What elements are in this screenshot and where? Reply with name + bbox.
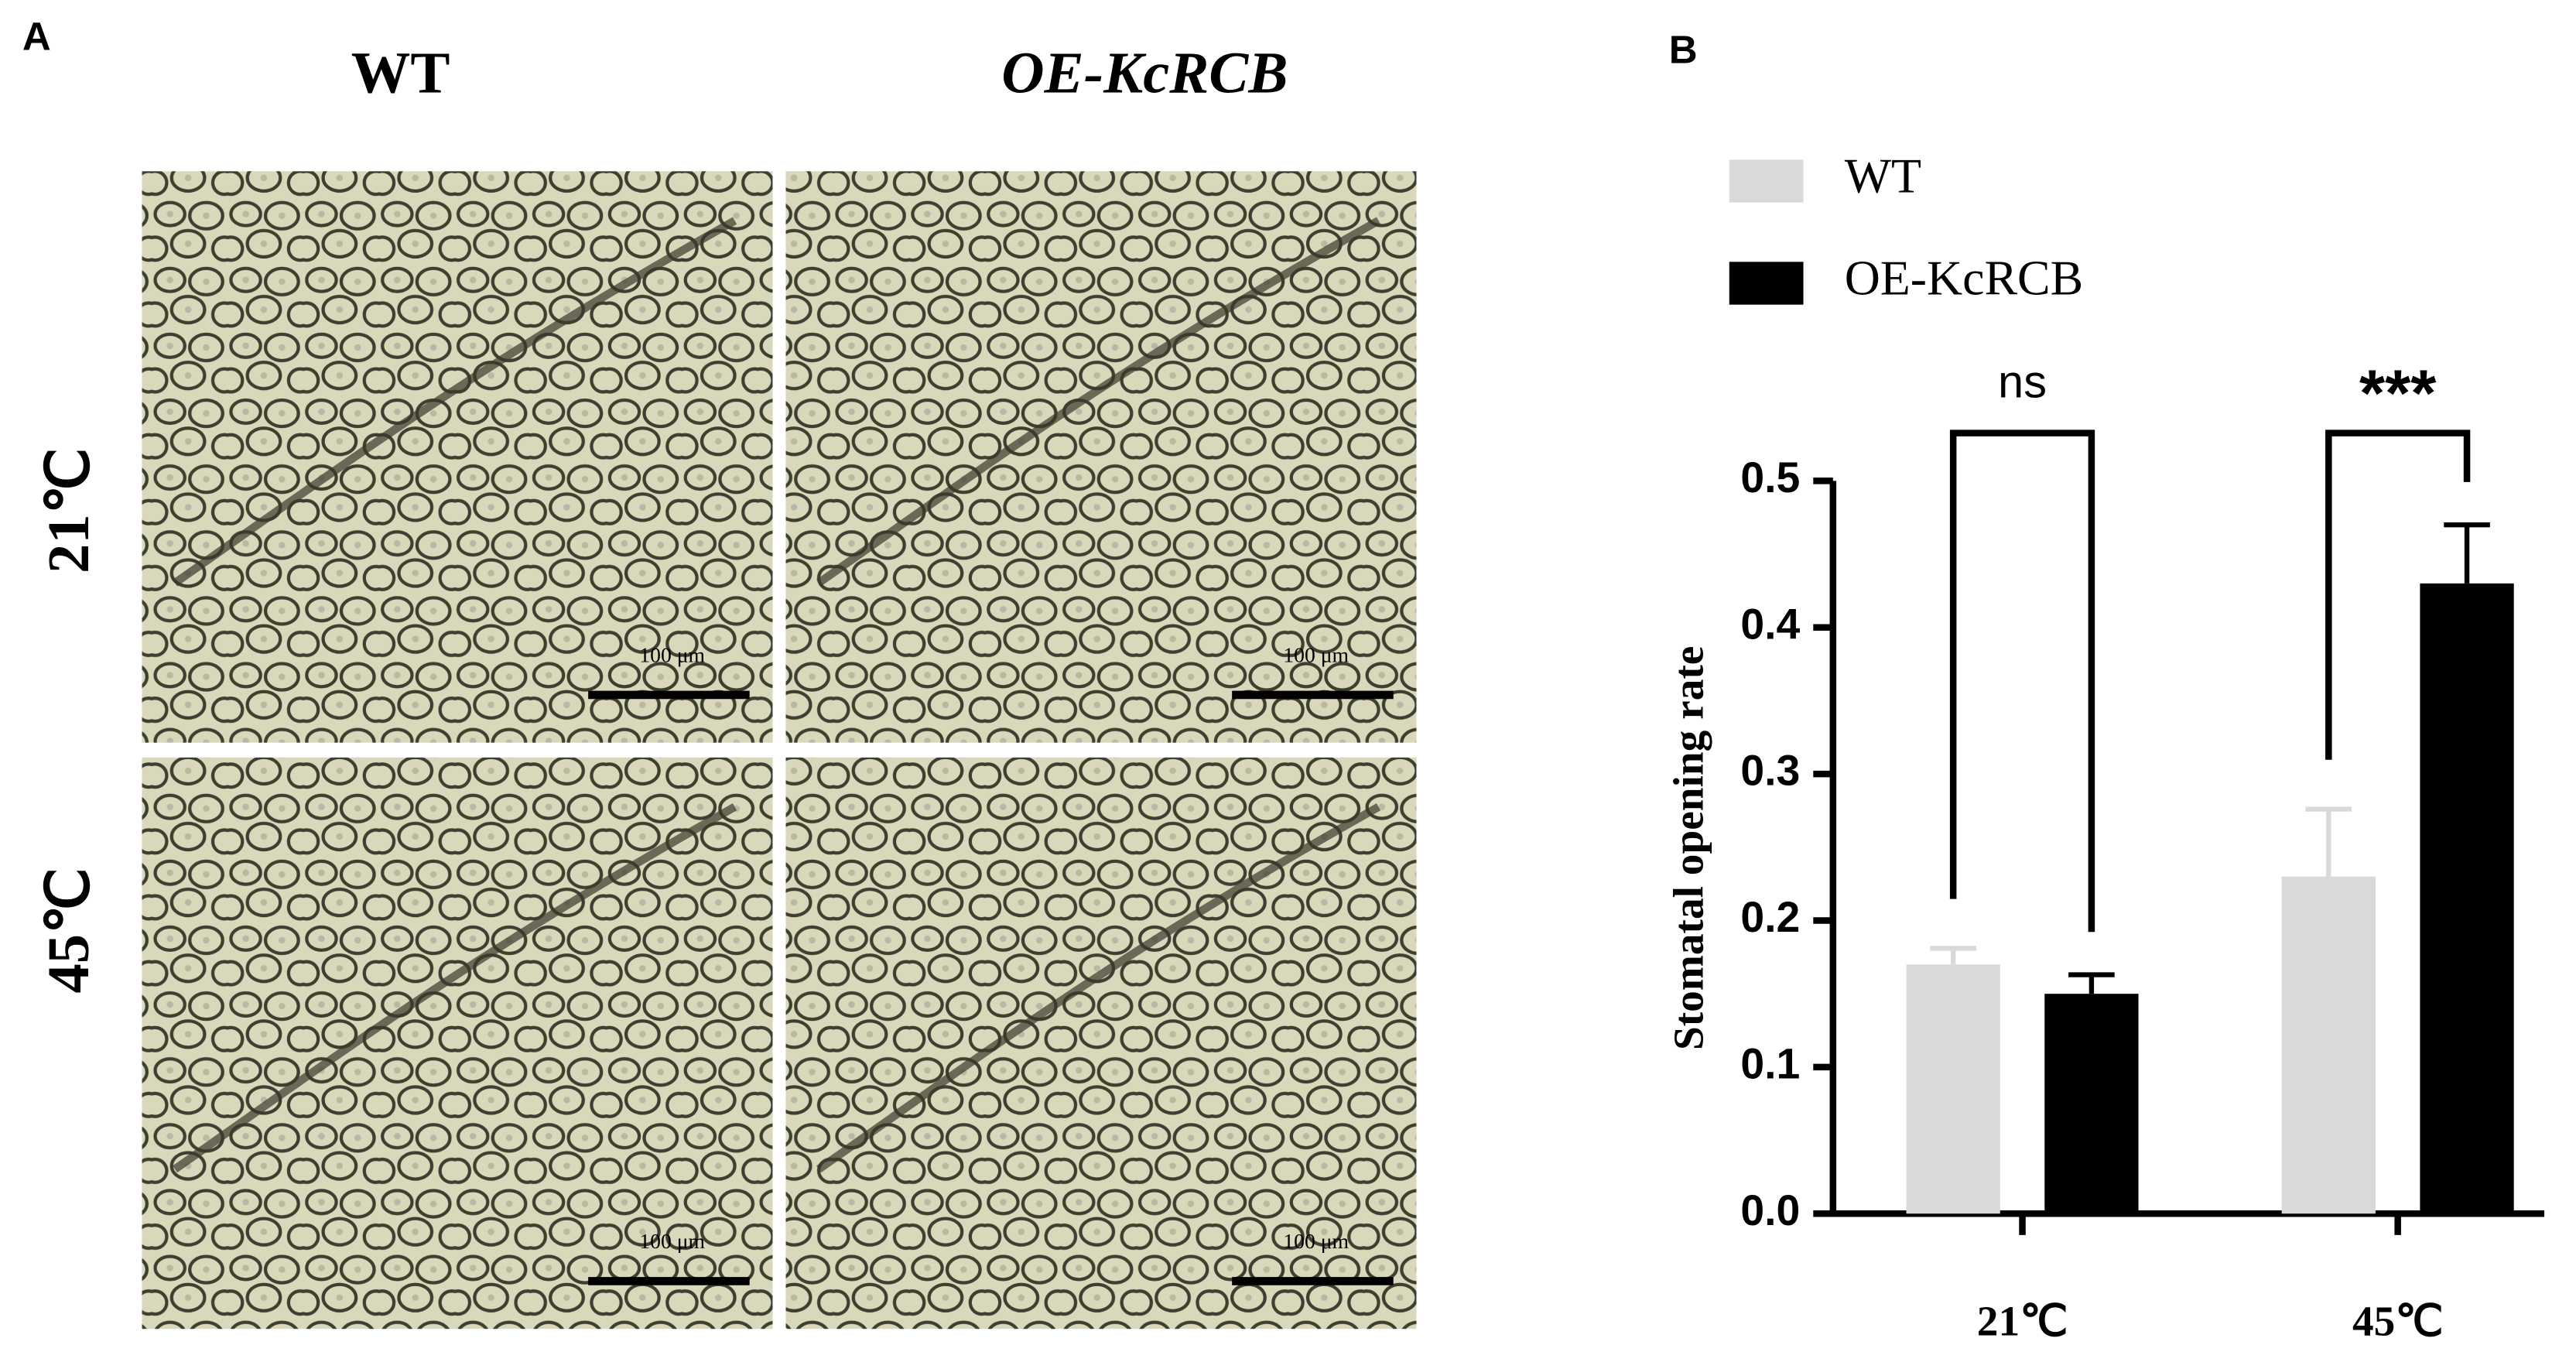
significance-bracket: [1949, 430, 2095, 933]
micrograph: [785, 757, 1417, 1330]
bar: [1906, 964, 2000, 1214]
micrograph: [142, 171, 773, 743]
column-title: WT: [351, 40, 450, 106]
legend-swatch: [1729, 159, 1804, 203]
row-title: 45℃: [36, 868, 101, 994]
scale-bar-label: 100 μm: [1283, 1229, 1349, 1253]
vein: [816, 803, 1381, 1173]
x-tick-label: 45℃: [2352, 1298, 2443, 1345]
significance-label: ns: [1998, 356, 2047, 408]
legend-label: OE-KcRCB: [1845, 251, 2083, 306]
error-bar: [2444, 522, 2490, 584]
scale-bar-label: 100 μm: [639, 642, 705, 666]
legend-label: WT: [1845, 149, 1921, 204]
y-tick-label: 0.0: [1740, 1186, 1800, 1234]
vein: [173, 803, 737, 1173]
panel-label: B: [1669, 28, 1698, 72]
row-title: 21℃: [36, 447, 101, 573]
scale-bar-label: 100 μm: [639, 1229, 705, 1253]
vein: [173, 217, 737, 587]
x-tick-label: 21℃: [1977, 1298, 2068, 1345]
bar: [2281, 876, 2376, 1214]
significance-bracket: [2325, 430, 2471, 760]
significance-label: ***: [2359, 357, 2437, 430]
error-bar: [2305, 806, 2352, 877]
micrograph: [785, 171, 1417, 743]
vein: [816, 217, 1381, 587]
y-tick-label: 0.5: [1740, 453, 1800, 501]
error-bar: [2068, 972, 2115, 994]
legend-swatch: [1729, 262, 1804, 305]
y-tick-label: 0.3: [1740, 747, 1800, 795]
y-tick-label: 0.4: [1740, 600, 1800, 648]
y-tick-label: 0.2: [1740, 893, 1800, 941]
bar: [2044, 994, 2139, 1214]
panel-label: A: [22, 15, 51, 59]
y-axis-label: Stomatal opening rate: [1665, 646, 1712, 1050]
column-title: OE-KcRCB: [1001, 40, 1288, 106]
error-bar: [1930, 946, 1976, 965]
micrographs: 100 μm 100 μm 100 μm 100 μm: [142, 171, 1417, 1330]
micrograph: [142, 757, 773, 1330]
bar: [2420, 583, 2514, 1214]
y-tick-label: 0.1: [1740, 1039, 1800, 1087]
scale-bar-label: 100 μm: [1283, 642, 1349, 666]
